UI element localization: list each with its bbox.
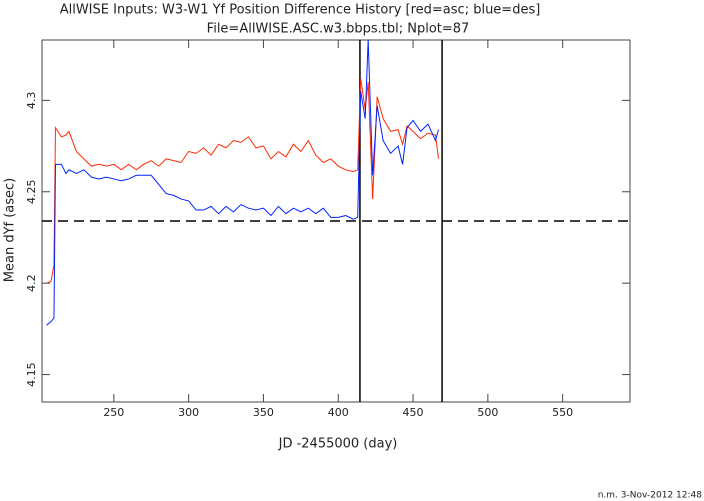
chart-subtitle: File=AllWISE.ASC.w3.bbps.tbl; Nplot=87 [207,22,470,37]
y-tick-label: 4.3 [25,92,38,110]
x-tick-label: 400 [328,406,349,419]
y-tick-label: 4.15 [25,362,38,387]
y-axis-label: Mean dYf (asec) [3,178,18,282]
y-tick-label: 4.25 [25,179,38,204]
x-tick-label: 550 [552,406,573,419]
x-tick-label: 500 [477,406,498,419]
footnote: n.m. 3-Nov-2012 12:48 [598,491,703,501]
x-tick-label: 350 [253,406,274,419]
series-line [46,39,439,326]
x-tick-label: 250 [103,406,124,419]
series-line [46,78,439,284]
chart-title: AllWISE Inputs: W3-W1 Yf Position Differ… [60,3,541,18]
x-tick-label: 450 [403,406,424,419]
x-axis-label: JD -2455000 (day) [278,437,398,452]
y-tick-label: 4.2 [25,274,38,292]
x-tick-label: 300 [178,406,199,419]
